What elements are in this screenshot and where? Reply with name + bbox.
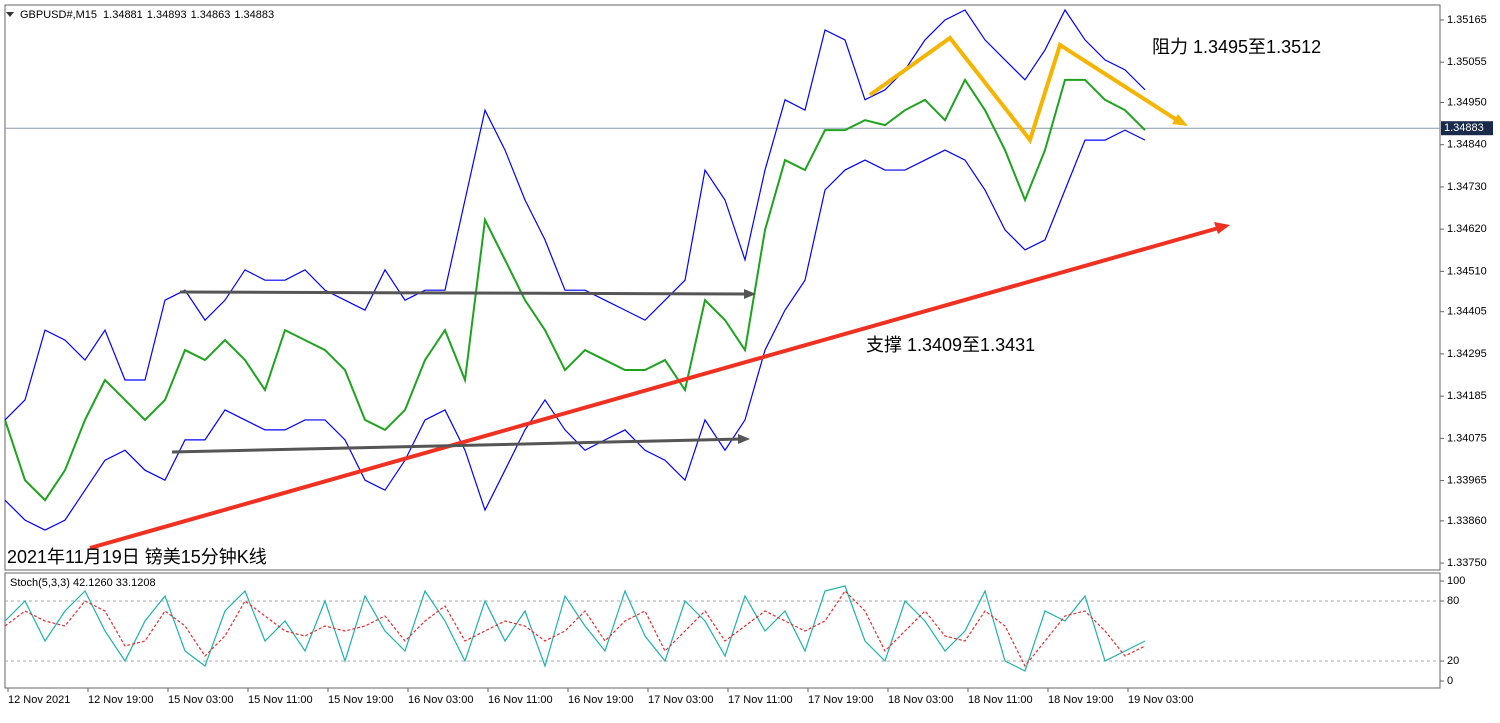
arrow-head <box>744 289 756 299</box>
y-tick-label: 0 <box>1447 675 1453 687</box>
annotation: 阻力 1.3495至1.3512 <box>1152 37 1321 57</box>
y-tick-label: 20 <box>1447 655 1459 667</box>
x-tick-label: 16 Nov 19:00 <box>568 694 633 706</box>
series-line <box>4 77 1146 502</box>
y-tick-label: 1.34730 <box>1447 181 1487 193</box>
annotation: 支撑 1.3409至1.3431 <box>866 335 1035 355</box>
series-line <box>4 129 1146 531</box>
y-tick-label: 1.33860 <box>1447 515 1487 527</box>
x-tick-label: 19 Nov 03:00 <box>1128 694 1193 706</box>
y-tick-label: 1.35055 <box>1447 56 1487 68</box>
x-tick-label: 17 Nov 11:00 <box>728 694 793 706</box>
x-tick-label: 15 Nov 11:00 <box>248 694 313 706</box>
x-tick-label: 15 Nov 19:00 <box>328 694 393 706</box>
y-tick-label: 80 <box>1447 595 1459 607</box>
x-tick-label: 12 Nov 2021 <box>8 694 70 706</box>
y-tick-label: 1.33965 <box>1447 474 1487 486</box>
ohlc-value: 1.34881 <box>103 9 143 21</box>
last-price-label: 1.34883 <box>1444 122 1484 134</box>
series-line <box>4 590 1146 668</box>
y-tick-label: 1.35165 <box>1447 14 1487 26</box>
y-tick-label: 1.34510 <box>1447 265 1487 277</box>
y-tick-label: 1.34840 <box>1447 139 1487 151</box>
series-line <box>4 8 1146 421</box>
range-line <box>171 437 743 454</box>
menu-marker <box>6 12 14 17</box>
y-tick-label: 1.34405 <box>1447 306 1487 318</box>
caption: 2021年11月19日 镑美15分钟K线 <box>7 547 267 567</box>
y-tick-label: 1.34075 <box>1447 432 1487 444</box>
last-price-box <box>1441 121 1493 136</box>
range-line <box>179 290 749 296</box>
x-tick-label: 18 Nov 03:00 <box>888 694 953 706</box>
ohlc-value: 1.34893 <box>147 9 187 21</box>
stoch-title: Stoch(5,3,3) 42.1260 33.1208 <box>10 577 156 589</box>
x-tick-label: 17 Nov 19:00 <box>808 694 873 706</box>
series-line <box>4 585 1146 672</box>
y-tick-label: 1.34950 <box>1447 96 1487 108</box>
x-tick-label: 18 Nov 19:00 <box>1048 694 1113 706</box>
y-tick-label: 1.34185 <box>1447 390 1487 402</box>
arrow-head <box>738 434 750 444</box>
x-tick-label: 12 Nov 19:00 <box>88 694 153 706</box>
symbol: GBPUSD#,M15 <box>20 9 97 21</box>
ohlc-value: 1.34883 <box>234 9 274 21</box>
x-tick-label: 16 Nov 03:00 <box>408 694 473 706</box>
support-trend-line <box>89 225 1223 550</box>
arrow-head <box>1172 114 1188 126</box>
y-tick-label: 100 <box>1447 575 1465 587</box>
y-tick-label: 1.34295 <box>1447 348 1487 360</box>
y-tick-label: 1.34620 <box>1447 223 1487 235</box>
stoch-panel <box>4 572 1441 689</box>
arrow-head <box>1214 222 1230 234</box>
x-tick-label: 18 Nov 11:00 <box>968 694 1033 706</box>
x-tick-label: 15 Nov 03:00 <box>168 694 233 706</box>
y-tick-label: 1.33750 <box>1447 557 1487 569</box>
resistance-zigzag <box>868 35 1182 145</box>
x-tick-label: 17 Nov 03:00 <box>648 694 713 706</box>
ohlc-value: 1.34863 <box>191 9 231 21</box>
price-panel <box>4 4 1441 571</box>
x-tick-label: 16 Nov 11:00 <box>488 694 553 706</box>
